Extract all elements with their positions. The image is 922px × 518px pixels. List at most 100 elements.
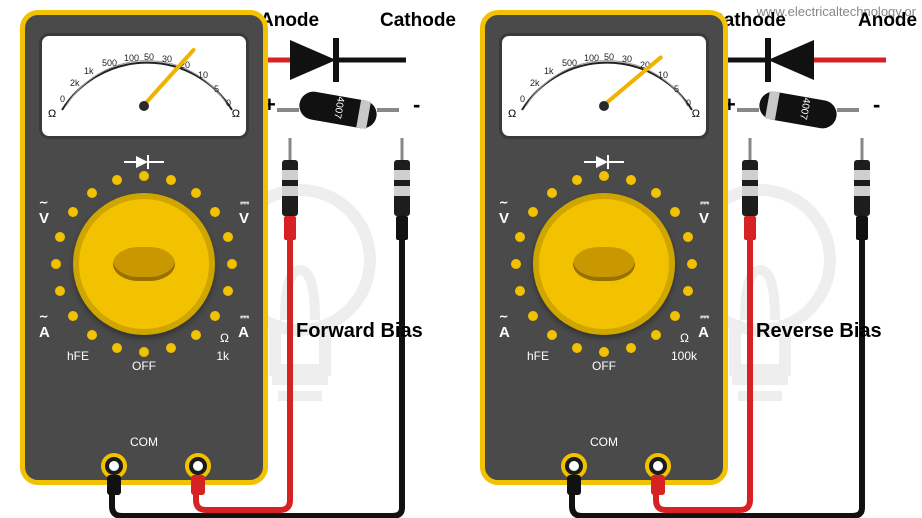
scale-tick: 5 [214,84,219,94]
a-dc-label: ⎓A [238,307,249,341]
dial-tick-dot [210,207,220,217]
rotary-dial[interactable] [73,193,215,335]
ohm-setting: 100k [671,349,697,363]
dial-tick-dot [515,286,525,296]
scale-tick: 0 [686,98,691,108]
dial-tick-dot [528,207,538,217]
scale-tick: 0 [226,98,231,108]
red-plug [191,475,205,495]
reverse-bias-setup: Cathode Anode + - 4007 Rever [460,0,920,518]
v-ac-label: ∼V [39,193,49,227]
dial-tick-dot [166,343,176,353]
dial-tick-dot [670,207,680,217]
scale-tick: 2k [70,78,80,88]
v-dc-label: ⎓V [239,193,249,227]
meter-screen: Ω Ω 0 2k 1k 500 100 50 30 20 10 5 0 [499,33,709,139]
dial-knob [573,247,635,281]
dial-tick-dot [626,343,636,353]
scale-tick: 5 [674,84,679,94]
dial-tick-dot [572,343,582,353]
dial-tick-dot [572,175,582,185]
scale-tick: 50 [144,52,154,62]
dial-tick-dot [626,175,636,185]
dial-tick-dot [191,188,201,198]
black-plug [567,475,581,495]
scale-tick: 30 [162,54,172,64]
scale-tick: 0 [60,94,65,104]
dial-tick-dot [227,259,237,269]
scale-tick: 500 [102,58,117,68]
red-plug [651,475,665,495]
dial-tick-dot [87,330,97,340]
bias-label: Reverse Bias [756,320,882,343]
scale-tick: 50 [604,52,614,62]
ohm-label: Ω [220,331,229,345]
com-label: COM [590,435,618,449]
a-dc-label: ⎓A [698,307,709,341]
diode-mode-icon [584,153,624,171]
dial-tick-dot [68,207,78,217]
dial-tick-dot [210,311,220,321]
dial-tick-dot [599,171,609,181]
omega-right: Ω [692,108,700,120]
dial-tick-dot [191,330,201,340]
omega-left: Ω [48,108,56,120]
dial-tick-dot [547,330,557,340]
dial-tick-dot [511,259,521,269]
dial-tick-dot [683,286,693,296]
analog-multimeter: Ω Ω 0 2k 1k 500 100 50 30 20 10 5 0 ∼V ⎓… [20,10,268,485]
scale-tick: 500 [562,58,577,68]
dial-tick-dot [87,188,97,198]
v-ac-label: ∼V [499,193,509,227]
dial-knob [113,247,175,281]
diode-mode-icon [124,153,164,171]
dial-tick-dot [515,232,525,242]
ohm-setting: 1k [216,349,229,363]
hfe-label: hFE [67,349,89,363]
scale-tick: 100 [124,53,139,63]
a-ac-label: ∼A [39,307,50,341]
dial-tick-dot [166,175,176,185]
dial-tick-dot [55,232,65,242]
hfe-label: hFE [527,349,549,363]
dial-tick-dot [55,286,65,296]
omega-right: Ω [232,108,240,120]
dial-tick-dot [51,259,61,269]
scale-tick: 30 [622,54,632,64]
ohm-label: Ω [680,331,689,345]
scale-tick: 10 [198,70,208,80]
meter-screen: Ω Ω 0 2k 1k 500 100 50 30 20 10 5 0 [39,33,249,139]
dial-tick-dot [547,188,557,198]
a-ac-label: ∼A [499,307,510,341]
analog-multimeter: Ω Ω 0 2k 1k 500 100 50 30 20 10 5 0 ∼V ⎓… [480,10,728,485]
scale-tick: 2k [530,78,540,88]
off-label: OFF [132,359,156,373]
dial-tick-dot [651,330,661,340]
dial-tick-dot [112,175,122,185]
dial-tick-dot [139,171,149,181]
scale-tick: 0 [520,94,525,104]
dial-tick-dot [683,232,693,242]
dial-tick-dot [687,259,697,269]
dial-tick-dot [139,347,149,357]
dial-tick-dot [68,311,78,321]
rotary-dial[interactable] [533,193,675,335]
dial-tick-dot [670,311,680,321]
dial-tick-dot [223,232,233,242]
forward-bias-setup: Anode Cathode + - 4007 [0,0,460,518]
dial-tick-dot [528,311,538,321]
needle-pivot [599,101,609,111]
dial-tick-dot [599,347,609,357]
scale-tick: 10 [658,70,668,80]
v-dc-label: ⎓V [699,193,709,227]
bias-label: Forward Bias [296,320,423,343]
dial-tick-dot [223,286,233,296]
dial-tick-dot [651,188,661,198]
omega-left: Ω [508,108,516,120]
scale-tick: 1k [544,66,554,76]
black-plug [107,475,121,495]
dial-tick-dot [112,343,122,353]
scale-tick: 100 [584,53,599,63]
needle-pivot [139,101,149,111]
scale-tick: 1k [84,66,94,76]
